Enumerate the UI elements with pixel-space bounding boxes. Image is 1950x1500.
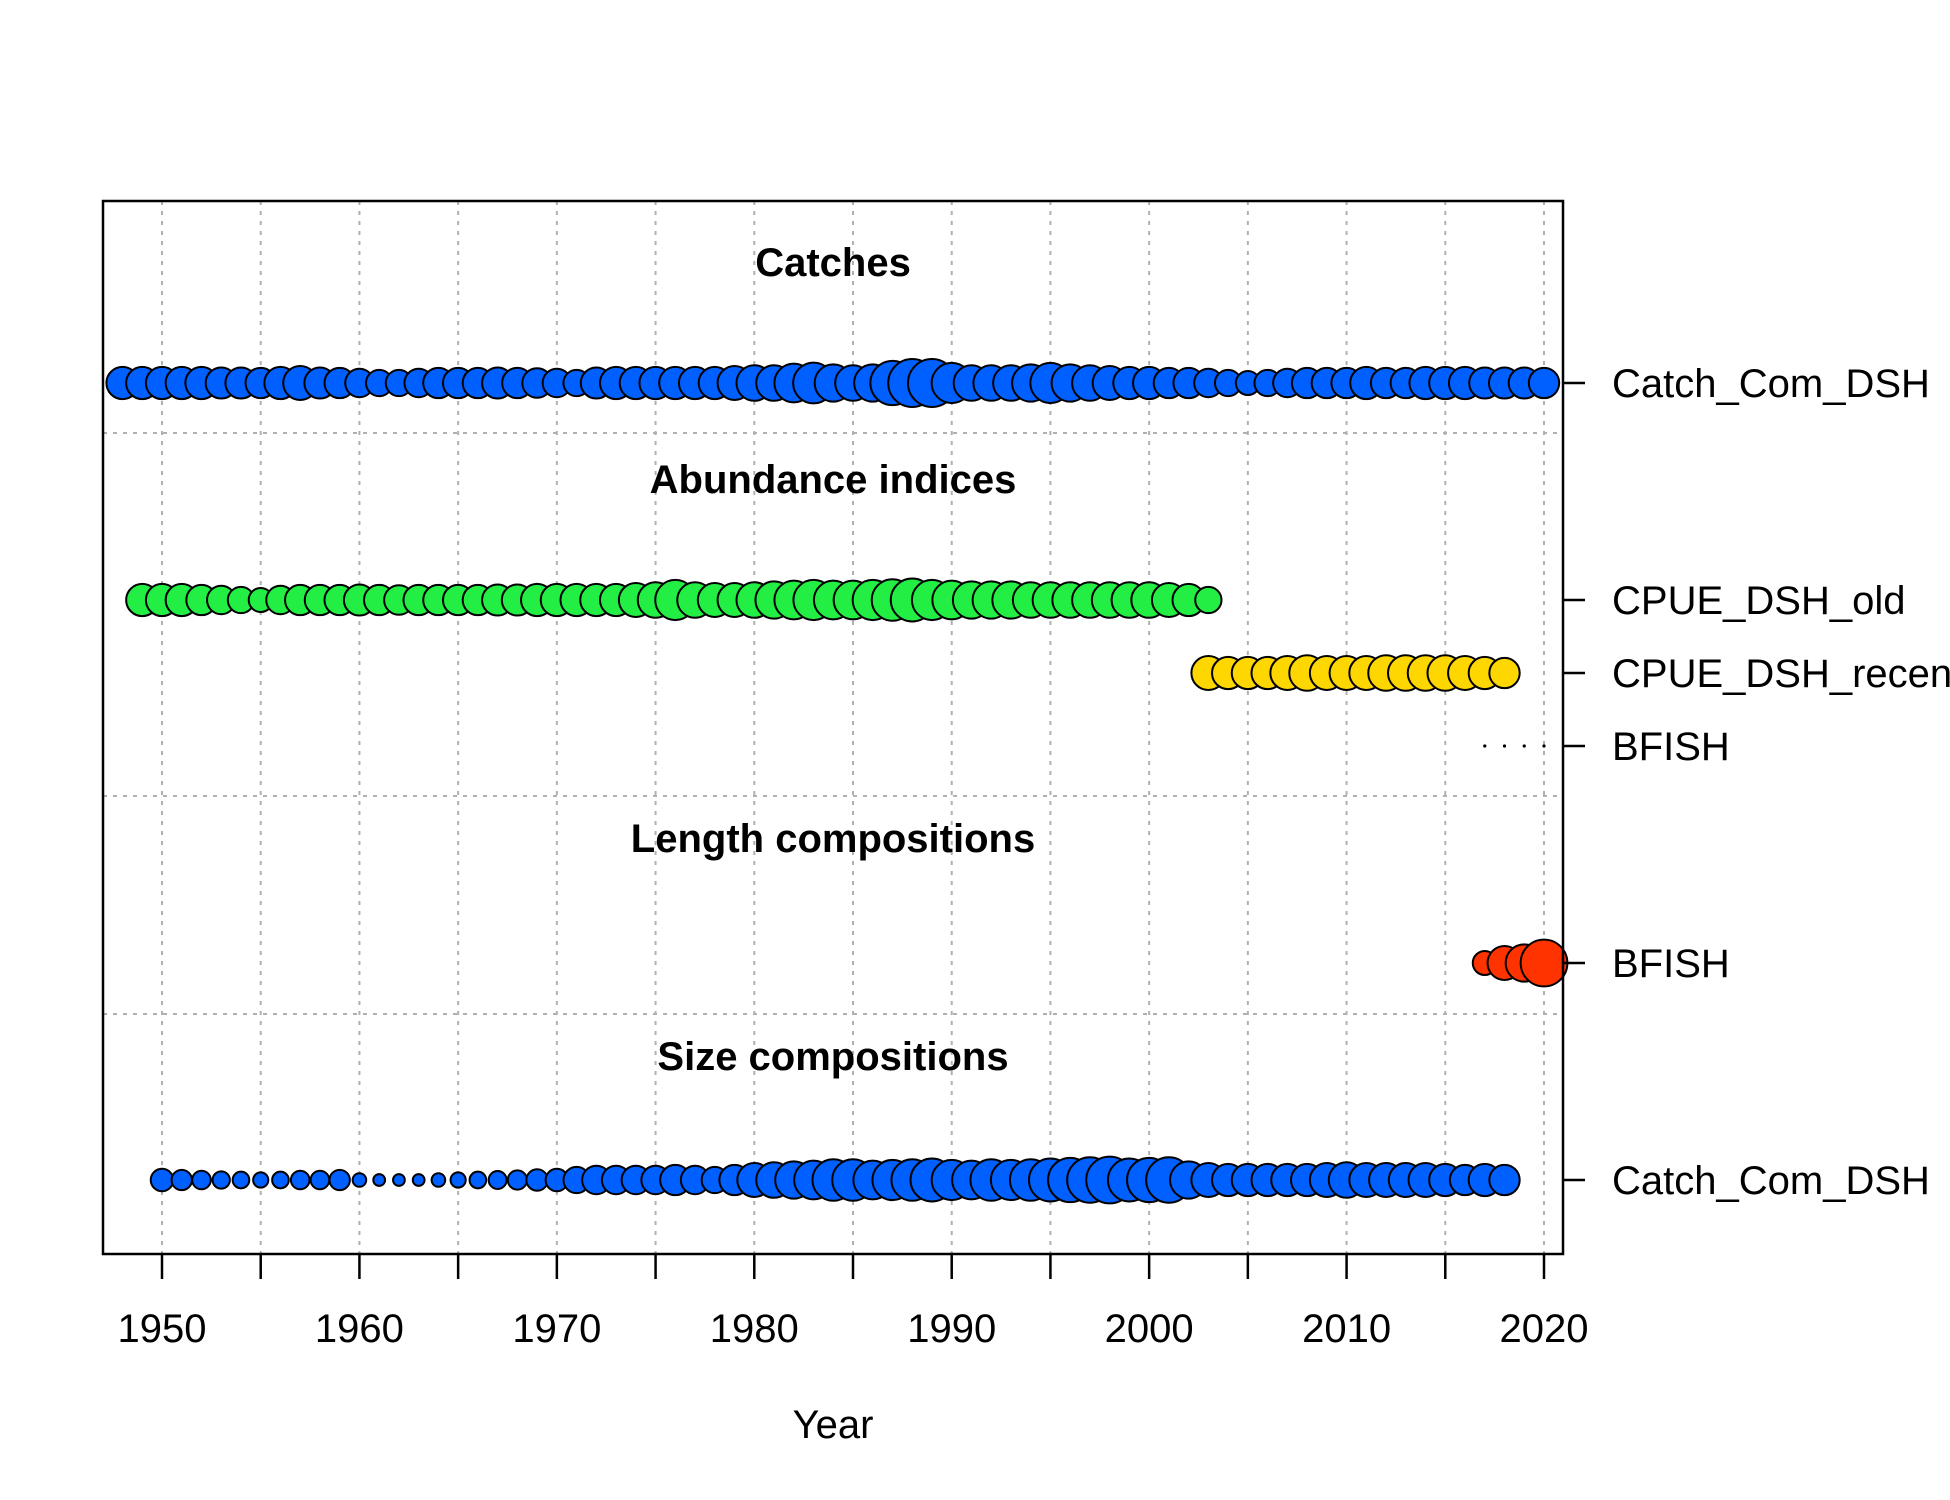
section-dividers [103,432,1563,1015]
data-point [1194,585,1223,615]
data-point [430,1172,447,1188]
data-point [372,1173,387,1187]
x-tick-label: 1980 [710,1307,799,1351]
data-point [1519,938,1569,988]
x-tick-label: 2020 [1500,1307,1589,1351]
row-label: BFISH [1612,942,1730,986]
data-point [1483,744,1487,748]
data-point [211,1170,231,1190]
section-title: Length compositions [631,817,1035,861]
data-point [351,1172,368,1188]
x-tick-label: 2010 [1302,1307,1391,1351]
section-title: Abundance indices [650,458,1017,502]
data-point [506,1169,528,1191]
data-point [1527,366,1561,400]
plot-frame [101,199,1565,1256]
x-tick-label: 1960 [315,1307,404,1351]
x-tick-label: 1990 [907,1307,996,1351]
series-row [1190,654,1521,692]
data-point [392,1173,406,1187]
data-point [328,1168,351,1192]
x-tick-label: 1950 [118,1307,207,1351]
section-title: Catches [755,241,911,285]
data-point [231,1170,251,1190]
row-label: Catch_Com_DSH [1612,362,1930,406]
series-row [105,358,1561,408]
data-point [289,1169,311,1191]
series-row [125,577,1223,623]
x-axis: 1950 1960 1970 1980 1990 2000 2010 2020 [118,1254,1589,1351]
x-tick-label: 1970 [512,1307,601,1351]
row-label: BFISH [1612,725,1730,769]
data-point [1502,744,1507,748]
data-point [1542,744,1546,748]
data-point [1522,744,1526,748]
vertical-gridlines [161,201,1545,1254]
section-title: Size compositions [657,1035,1008,1079]
data-point [1488,656,1521,690]
series-row [1471,938,1569,988]
data-point [271,1170,290,1190]
series-row [149,1155,1521,1205]
row-label: CPUE_DSH_old [1612,579,1905,623]
data-point [191,1169,212,1191]
data-point [149,1167,175,1193]
data-point [411,1173,426,1187]
data-point [449,1171,467,1189]
x-tick-label: 2000 [1105,1307,1194,1351]
data-point [170,1168,193,1192]
data-point [252,1171,270,1189]
section-titles: Catches Abundance indices Length compositi… [631,241,1035,1079]
x-axis-title: Year [793,1403,874,1447]
data-point [1488,1163,1521,1197]
data-rows [105,358,1569,1205]
data-point [487,1170,508,1190]
row-label: Catch_Com_DSH [1612,1159,1930,1203]
data-point [309,1169,331,1191]
row-label: CPUE_DSH_recent [1612,652,1950,696]
series-row [1483,744,1546,748]
data-point [468,1170,488,1190]
right-axis-labels: Catch_Com_DSH CPUE_DSH_old CPUE_DSH_recent… [1563,362,1950,1203]
